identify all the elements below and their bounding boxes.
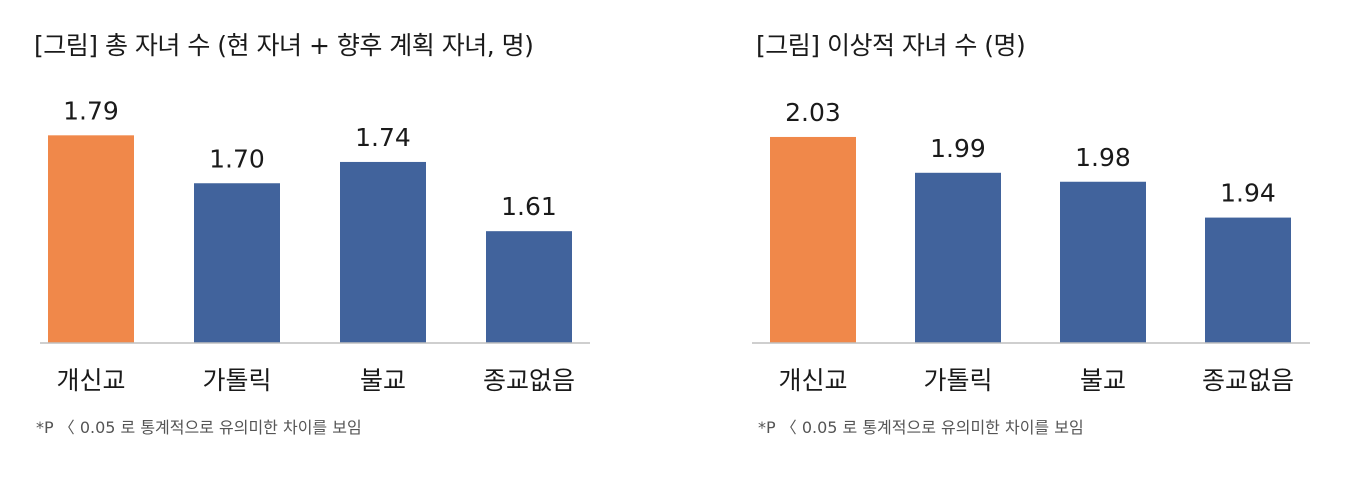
bar-1 (770, 136, 856, 343)
chart-panel-ideal-children: [그림] 이상적 자녀 수 (명) 2.03 개신교 1.99 가톨릭 1.98 불교 1.… (752, 0, 1348, 478)
bar-2 (915, 172, 1001, 343)
data-label: 1.79 (63, 96, 119, 125)
category-label: 개신교 (778, 366, 847, 395)
footnote: *P 〈 0.05 로 통계적으로 유의미한 차이를 보임 (36, 418, 362, 437)
data-label: 1.98 (1075, 143, 1131, 172)
category-label: 가톨릭 (202, 366, 271, 395)
bar-1 (48, 135, 134, 343)
footnote: *P 〈 0.05 로 통계적으로 유의미한 차이를 보임 (758, 418, 1084, 437)
chart-title: [그림] 이상적 자녀 수 (명) (756, 31, 1026, 60)
data-label: 1.61 (501, 192, 557, 221)
bar-chart-total-children: 1.79 개신교 1.70 가톨릭 1.74 불교 1.61 종교없음 (40, 96, 590, 395)
data-label: 1.70 (209, 144, 265, 173)
data-label: 1.74 (355, 123, 411, 152)
category-label: 개신교 (56, 366, 125, 395)
chart-title: [그림] 총 자녀 수 (현 자녀 + 향후 계획 자녀, 명) (34, 31, 534, 60)
bar-3 (340, 161, 426, 343)
category-label: 불교 (1080, 366, 1126, 395)
bar-3 (1060, 181, 1146, 343)
bar-chart-ideal-children: 2.03 개신교 1.99 가톨릭 1.98 불교 1.94 종교없음 (752, 98, 1310, 395)
chart-panel-total-children: [그림] 총 자녀 수 (현 자녀 + 향후 계획 자녀, 명) 1.79 개신교… (30, 0, 650, 478)
bar-4 (486, 231, 572, 343)
data-label: 1.94 (1220, 179, 1276, 208)
category-label: 종교없음 (483, 366, 575, 395)
category-label: 종교없음 (1202, 366, 1294, 395)
category-label: 불교 (360, 366, 406, 395)
data-label: 2.03 (785, 98, 841, 127)
data-label: 1.99 (930, 134, 986, 163)
bar-2 (194, 183, 280, 343)
bar-4 (1205, 217, 1291, 343)
category-label: 가톨릭 (923, 366, 992, 395)
